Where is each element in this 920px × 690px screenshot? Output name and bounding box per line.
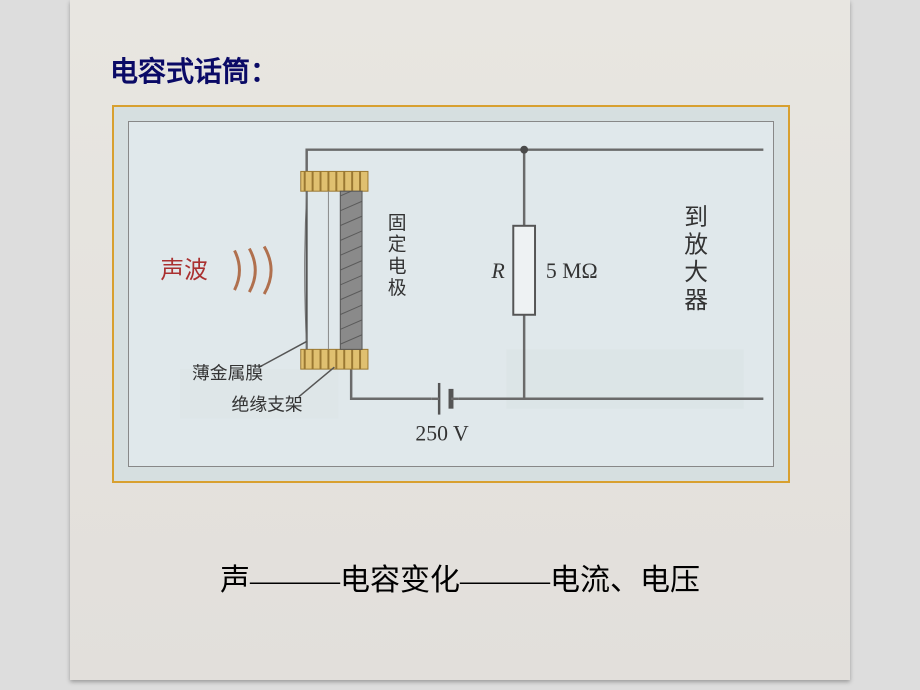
- caption-part3: 电流、电压: [550, 564, 700, 597]
- support-bottom: [301, 349, 368, 369]
- sound-label: 声波: [160, 257, 207, 284]
- electrode-label-c4: 极: [388, 277, 407, 299]
- output-label-c4: 器: [684, 288, 708, 314]
- support-label: 绝缘支架: [232, 395, 303, 415]
- resistor-value: 5 MΩ: [546, 259, 598, 283]
- circuit-diagram: 声波 固 定 电 极 薄金属膜 绝缘支架 R 5 MΩ: [128, 121, 774, 467]
- caption-dash1: ———: [250, 564, 340, 597]
- caption-part1: 声: [220, 564, 250, 597]
- electrode-label-c3: 电: [388, 255, 407, 277]
- caption-part2: 电容变化: [340, 564, 460, 597]
- node-top: [520, 146, 528, 154]
- battery-label: 250 V: [415, 421, 469, 445]
- slide-container: 电容式话筒：: [70, 0, 850, 680]
- support-top: [301, 171, 368, 191]
- resistor-label: R: [491, 259, 505, 283]
- caption: 声———电容变化———电流、电压: [70, 555, 850, 599]
- resistor-symbol: [513, 226, 535, 315]
- caption-dash2: ———: [460, 564, 550, 597]
- output-label-c1: 到: [684, 205, 708, 231]
- membrane-label: 薄金属膜: [192, 363, 263, 383]
- figure-frame: 声波 固 定 电 极 薄金属膜 绝缘支架 R 5 MΩ: [112, 105, 790, 483]
- electrode-label-c2: 定: [388, 234, 407, 256]
- circuit-svg: 声波 固 定 电 极 薄金属膜 绝缘支架 R 5 MΩ: [129, 122, 773, 466]
- output-label-c3: 大: [684, 259, 708, 286]
- slide-title: 电容式话筒：: [110, 50, 278, 90]
- output-label-c2: 放: [684, 231, 708, 258]
- electrode-label-c1: 固: [388, 213, 407, 234]
